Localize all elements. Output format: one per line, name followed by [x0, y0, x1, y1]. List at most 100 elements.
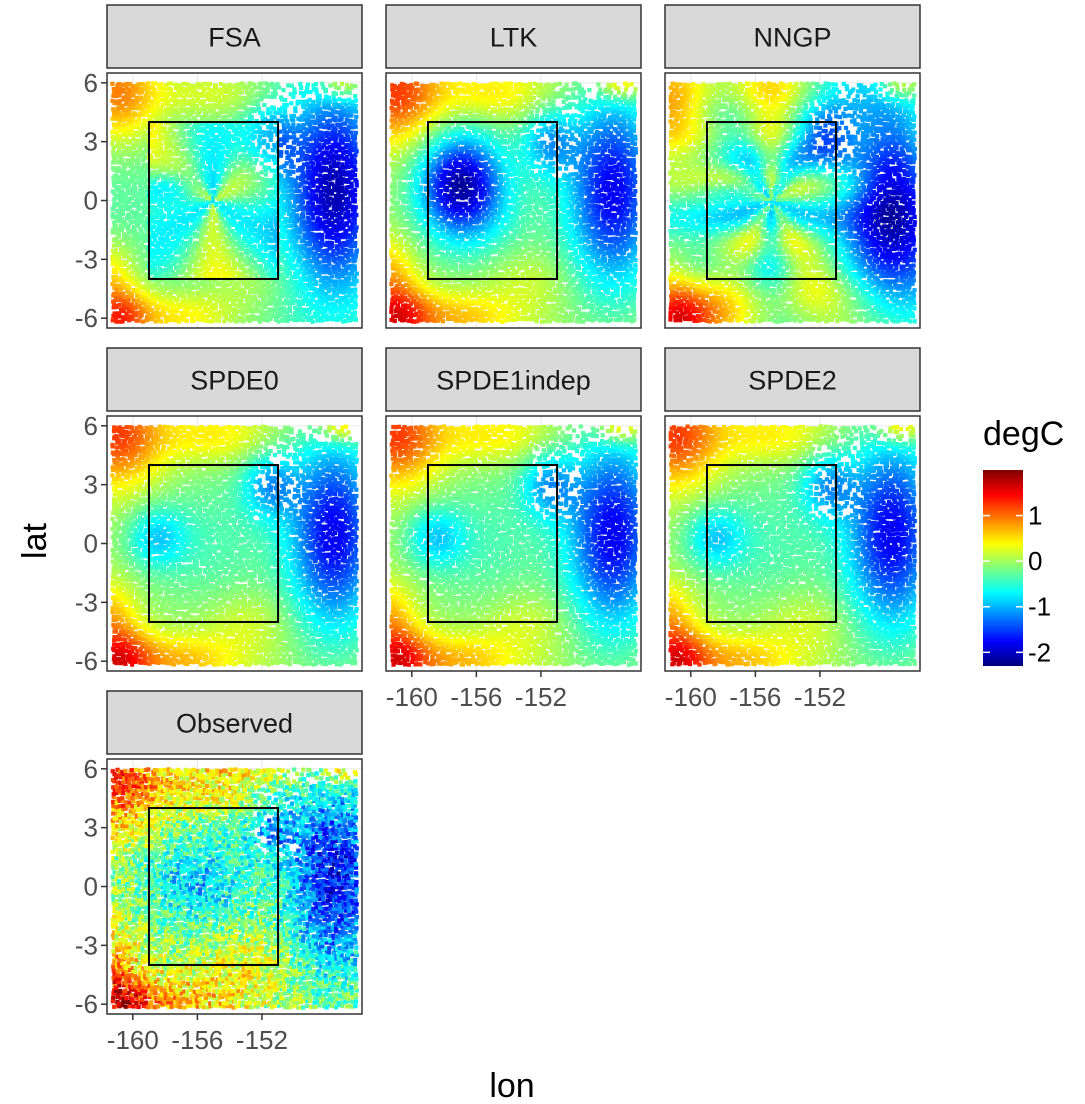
data-point [124, 127, 128, 131]
data-point [282, 267, 286, 271]
data-point [353, 173, 357, 177]
data-point [163, 87, 167, 91]
data-point [160, 103, 164, 107]
data-point [525, 316, 529, 320]
data-point [141, 190, 145, 194]
data-point [185, 272, 189, 276]
data-point [340, 186, 344, 190]
data-point [337, 97, 341, 101]
data-point [166, 307, 170, 311]
data-point [282, 127, 286, 131]
data-point [196, 268, 200, 272]
data-point [202, 87, 206, 91]
data-point [217, 319, 221, 323]
data-point [191, 291, 195, 295]
data-point [168, 248, 172, 252]
data-point [337, 86, 341, 90]
data-point [304, 241, 308, 245]
data-point [270, 203, 274, 207]
data-point [279, 95, 283, 99]
data-point [188, 217, 192, 221]
data-point [230, 123, 234, 127]
data-point [211, 209, 215, 213]
data-point [165, 182, 169, 186]
data-point [336, 264, 340, 268]
data-point [314, 280, 318, 284]
data-point [289, 224, 293, 228]
data-point [353, 119, 357, 123]
data-point [285, 299, 289, 303]
data-point [285, 150, 289, 154]
data-point [337, 185, 341, 189]
data-point [609, 318, 613, 322]
data-point [266, 107, 270, 111]
data-point [344, 103, 348, 107]
data-point [159, 296, 163, 300]
data-point [426, 314, 430, 318]
data-point [207, 266, 211, 270]
data-point [146, 310, 150, 314]
data-point [340, 304, 344, 308]
data-point [353, 264, 357, 268]
data-point [198, 217, 202, 221]
data-point [311, 162, 315, 166]
data-point [227, 170, 231, 174]
data-point [288, 306, 292, 310]
data-point [320, 233, 324, 237]
data-point [270, 126, 274, 130]
data-point [153, 206, 157, 210]
data-point [347, 213, 351, 217]
data-point [324, 166, 328, 170]
data-point [503, 304, 507, 308]
data-point [114, 315, 118, 319]
data-point [159, 268, 163, 272]
data-point [198, 198, 202, 202]
data-point [160, 223, 164, 227]
facet-strip-label: LTK [490, 23, 538, 53]
data-point [152, 87, 156, 91]
data-point [320, 287, 324, 291]
data-point [309, 316, 313, 320]
data-point [153, 170, 157, 174]
data-point [546, 314, 550, 318]
data-point [279, 186, 283, 190]
data-point [111, 189, 115, 193]
data-point [127, 284, 131, 288]
data-point [230, 107, 234, 111]
data-point [249, 295, 253, 299]
data-point [209, 88, 213, 92]
data-point [353, 153, 357, 157]
data-point [289, 92, 293, 96]
data-point [199, 107, 203, 111]
data-point [262, 288, 266, 292]
data-point [133, 173, 137, 177]
data-point [560, 307, 564, 311]
data-point [250, 237, 254, 241]
data-point [167, 211, 171, 215]
data-point [117, 284, 121, 288]
data-point [117, 122, 121, 126]
data-point [115, 180, 119, 184]
data-point [325, 317, 329, 321]
data-point [159, 209, 163, 213]
data-point [632, 313, 636, 317]
data-point [285, 161, 289, 165]
data-point [130, 177, 134, 181]
data-point [484, 311, 488, 315]
data-point [211, 221, 215, 225]
data-point [253, 182, 257, 186]
data-point [207, 282, 211, 286]
data-point [278, 288, 282, 292]
data-point [221, 202, 225, 206]
data-point [190, 311, 194, 315]
data-point [243, 83, 247, 87]
data-point [490, 319, 494, 323]
data-point [234, 319, 238, 323]
data-point [111, 135, 115, 139]
data-point [214, 302, 218, 306]
data-point [159, 107, 163, 111]
data-point [134, 271, 138, 275]
data-point [195, 91, 199, 95]
data-point [224, 237, 228, 241]
data-point [228, 318, 232, 322]
